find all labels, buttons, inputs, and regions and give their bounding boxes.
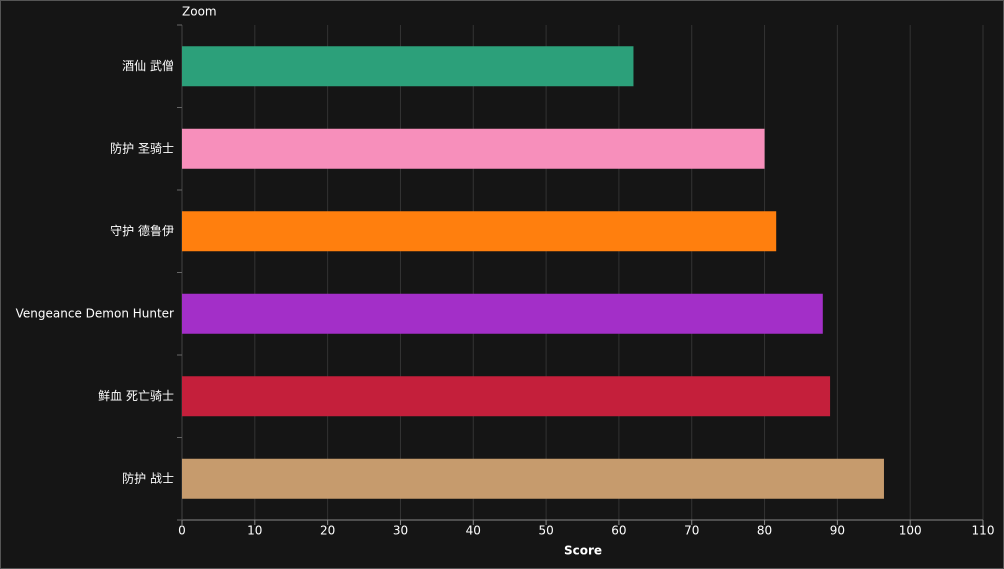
x-tick-label: 100 bbox=[899, 524, 922, 538]
y-tick-label: 防护 战士 bbox=[122, 470, 174, 485]
x-tick-label: 70 bbox=[684, 524, 699, 538]
x-tick-label: 40 bbox=[466, 524, 481, 538]
chart-title: Zoom bbox=[182, 5, 217, 19]
bar bbox=[182, 128, 765, 169]
y-tick-label: 鲜血 死亡骑士 bbox=[98, 389, 174, 403]
x-tick-label: 60 bbox=[611, 524, 626, 538]
x-tick-label: 110 bbox=[972, 524, 995, 538]
x-tick-label: 80 bbox=[757, 524, 772, 538]
x-axis-label: Score bbox=[564, 544, 602, 558]
bar bbox=[182, 458, 884, 499]
bar bbox=[182, 46, 634, 87]
x-tick-label: 50 bbox=[538, 524, 553, 538]
x-tick-label: 20 bbox=[320, 524, 335, 538]
x-tick-label: 0 bbox=[178, 524, 186, 538]
y-tick-label: 防护 圣骑士 bbox=[110, 140, 174, 155]
x-tick-label: 10 bbox=[247, 524, 262, 538]
bar bbox=[182, 211, 777, 252]
bar bbox=[182, 293, 823, 334]
y-tick-label: 守护 德鲁伊 bbox=[110, 223, 174, 238]
x-tick-label: 90 bbox=[830, 524, 845, 538]
bar bbox=[182, 376, 831, 417]
y-tick-label: 酒仙 武僧 bbox=[122, 59, 174, 73]
y-tick-label: Vengeance Demon Hunter bbox=[16, 306, 174, 320]
x-tick-label: 30 bbox=[393, 524, 408, 538]
